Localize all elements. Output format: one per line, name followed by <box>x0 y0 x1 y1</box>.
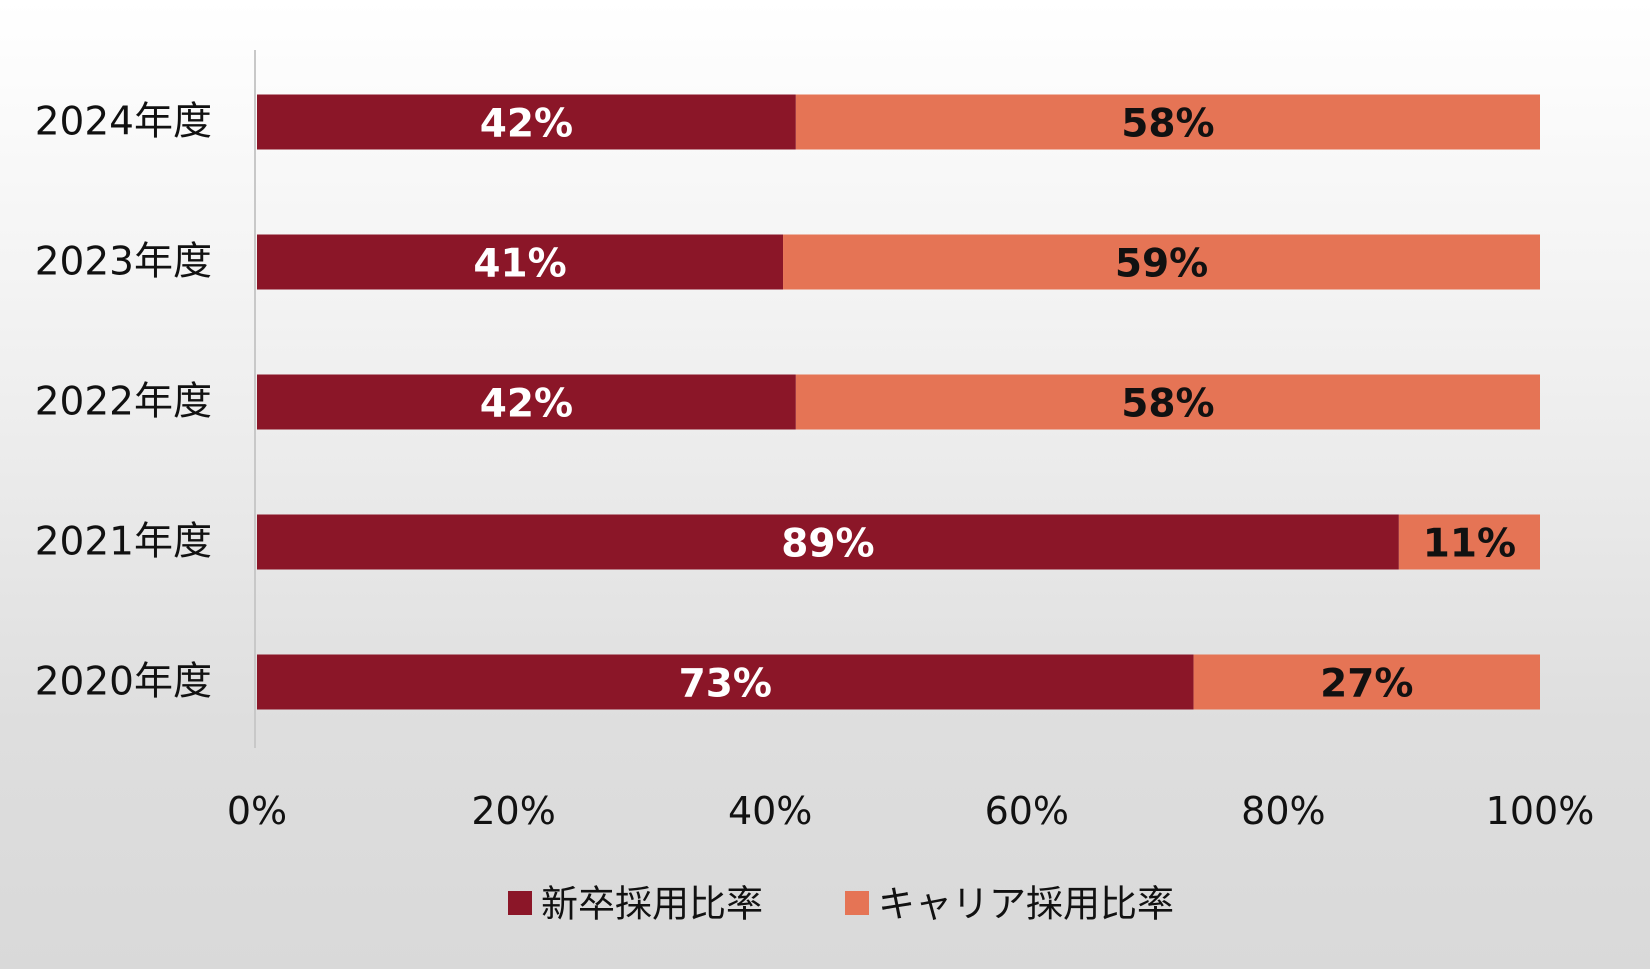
x-tick-label: 60% <box>985 789 1069 833</box>
category-label: 2020年度 <box>35 660 212 705</box>
x-tick-labels: 0% 20% 40% 60% 80% 100% <box>227 789 1594 833</box>
bar-segment-series-1 <box>257 514 1399 570</box>
data-label: 58% <box>1121 102 1214 147</box>
data-label: 58% <box>1121 382 1214 427</box>
data-label: 42% <box>480 382 573 427</box>
x-tick-label: 100% <box>1486 789 1595 833</box>
category-label: 2023年度 <box>35 240 212 285</box>
category-labels: 2024年度 2023年度 2022年度 2021年度 2020年度 <box>35 100 212 705</box>
data-label: 27% <box>1320 662 1413 707</box>
bars <box>257 94 1540 710</box>
data-labels: 42% 58% 41% 59% 42% 58% 89% 11% 73% 27% <box>473 102 1516 707</box>
category-label: 2021年度 <box>35 520 212 565</box>
legend-swatch-series-2 <box>845 891 869 915</box>
data-label: 11% <box>1423 522 1516 567</box>
x-tick-label: 20% <box>471 789 555 833</box>
bar-segment-series-2 <box>1398 514 1540 570</box>
legend: 新卒採用比率 キャリア採用比率 <box>508 883 1174 926</box>
bar-segment-series-2 <box>795 94 1540 150</box>
data-label: 73% <box>679 662 772 707</box>
data-label: 42% <box>480 102 573 147</box>
bar-segment-series-1 <box>257 94 796 150</box>
x-tick-label: 0% <box>227 789 287 833</box>
x-tick-label: 80% <box>1241 789 1325 833</box>
bar-segment-series-2 <box>783 234 1540 290</box>
x-tick-label: 40% <box>728 789 812 833</box>
data-label: 41% <box>473 242 566 287</box>
bar-segment-series-1 <box>257 374 796 430</box>
bar-segment-series-1 <box>257 234 784 290</box>
category-label: 2024年度 <box>35 100 212 145</box>
data-label: 59% <box>1115 242 1208 287</box>
legend-label: キャリア採用比率 <box>878 883 1174 926</box>
bar-segment-series-2 <box>1193 654 1540 710</box>
data-label: 89% <box>781 522 874 567</box>
legend-swatch-series-1 <box>508 891 532 915</box>
bar-segment-series-2 <box>795 374 1540 430</box>
bar-segment-series-1 <box>257 654 1194 710</box>
legend-label: 新卒採用比率 <box>541 883 763 926</box>
category-label: 2022年度 <box>35 380 212 425</box>
